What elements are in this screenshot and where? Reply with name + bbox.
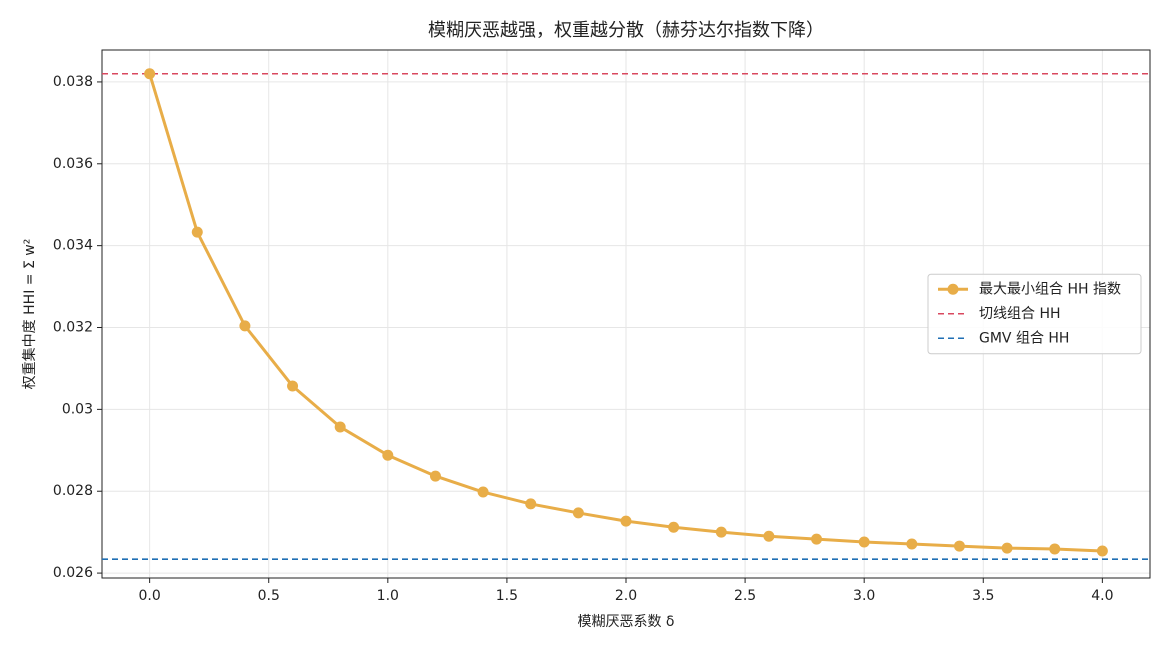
x-axis-label: 模糊厌恶系数 δ xyxy=(577,614,674,630)
chart-title: 模糊厌恶越强，权重越分散（赫芬达尔指数下降） xyxy=(428,20,824,41)
data-point xyxy=(191,226,203,238)
x-tick-label: 4.0 xyxy=(1091,588,1113,604)
y-tick-label: 0.036 xyxy=(53,156,93,172)
x-tick-label: 2.0 xyxy=(615,588,637,604)
y-tick-label: 0.026 xyxy=(53,565,93,581)
legend-box xyxy=(927,273,1142,355)
data-point xyxy=(763,530,775,542)
x-tick-label: 1.5 xyxy=(496,588,518,604)
x-tick-label: 0.0 xyxy=(139,588,161,604)
data-point xyxy=(715,526,727,538)
data-point xyxy=(811,533,823,545)
data-point xyxy=(429,470,441,482)
data-point xyxy=(525,498,537,510)
data-point xyxy=(1049,543,1061,555)
y-tick-label: 0.038 xyxy=(53,74,93,90)
y-tick-label: 0.032 xyxy=(53,320,93,336)
legend-label: GMV 组合 HH xyxy=(979,330,1069,346)
data-point xyxy=(668,521,680,533)
y-tick-label: 0.028 xyxy=(53,483,93,499)
data-point xyxy=(858,536,870,548)
y-tick-label: 0.03 xyxy=(62,401,93,417)
legend-marker xyxy=(947,283,959,295)
data-point xyxy=(334,421,346,433)
data-point xyxy=(1001,542,1013,554)
data-point xyxy=(477,486,489,498)
x-tick-label: 0.5 xyxy=(258,588,280,604)
legend-label: 切线组合 HH xyxy=(979,306,1061,322)
legend-label: 最大最小组合 HH 指数 xyxy=(979,281,1121,297)
y-axis-label: 权重集中度 HHI = Σ w² xyxy=(21,239,38,390)
data-point xyxy=(953,540,965,552)
x-tick-label: 1.0 xyxy=(377,588,399,604)
x-tick-label: 3.5 xyxy=(972,588,994,604)
data-point xyxy=(1096,545,1108,557)
data-point xyxy=(144,68,156,80)
data-point xyxy=(620,515,632,527)
x-tick-label: 2.5 xyxy=(734,588,756,604)
plot-frame xyxy=(101,49,1151,579)
data-point xyxy=(906,538,918,550)
data-point xyxy=(382,449,394,461)
y-tick-label: 0.034 xyxy=(53,238,93,254)
data-point xyxy=(572,507,584,519)
data-point xyxy=(239,320,251,332)
x-tick-label: 3.0 xyxy=(853,588,875,604)
data-point xyxy=(287,380,299,392)
